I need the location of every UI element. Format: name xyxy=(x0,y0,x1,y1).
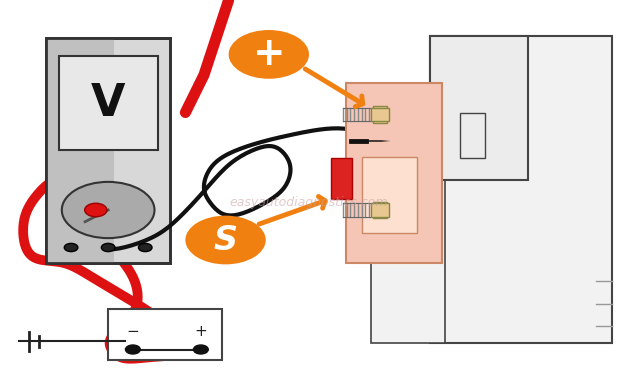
Circle shape xyxy=(229,30,309,79)
Circle shape xyxy=(85,203,107,217)
FancyArrow shape xyxy=(368,140,391,142)
Circle shape xyxy=(64,243,78,252)
Bar xyxy=(346,82,442,262)
Bar xyxy=(430,36,528,180)
Text: +: + xyxy=(253,35,285,74)
Bar xyxy=(371,108,389,121)
Circle shape xyxy=(138,243,152,252)
Bar xyxy=(460,112,485,158)
Bar xyxy=(373,106,387,123)
Bar xyxy=(373,202,387,218)
Bar xyxy=(371,203,389,217)
Bar xyxy=(362,158,417,232)
Circle shape xyxy=(185,216,266,264)
Bar xyxy=(371,178,445,343)
Bar xyxy=(430,36,612,343)
Bar xyxy=(59,56,158,150)
Circle shape xyxy=(125,345,140,354)
Bar xyxy=(331,158,352,199)
Text: +: + xyxy=(195,324,207,339)
Circle shape xyxy=(62,182,154,238)
Text: easyautodiagnostics.com: easyautodiagnostics.com xyxy=(230,196,388,209)
Text: V: V xyxy=(91,82,125,124)
Bar xyxy=(349,139,368,143)
Circle shape xyxy=(101,243,115,252)
Bar xyxy=(108,309,222,360)
Bar xyxy=(46,38,170,262)
Text: S: S xyxy=(214,224,237,256)
Bar xyxy=(46,38,170,262)
Bar xyxy=(46,38,114,262)
Circle shape xyxy=(193,345,208,354)
Text: −: − xyxy=(127,324,139,339)
